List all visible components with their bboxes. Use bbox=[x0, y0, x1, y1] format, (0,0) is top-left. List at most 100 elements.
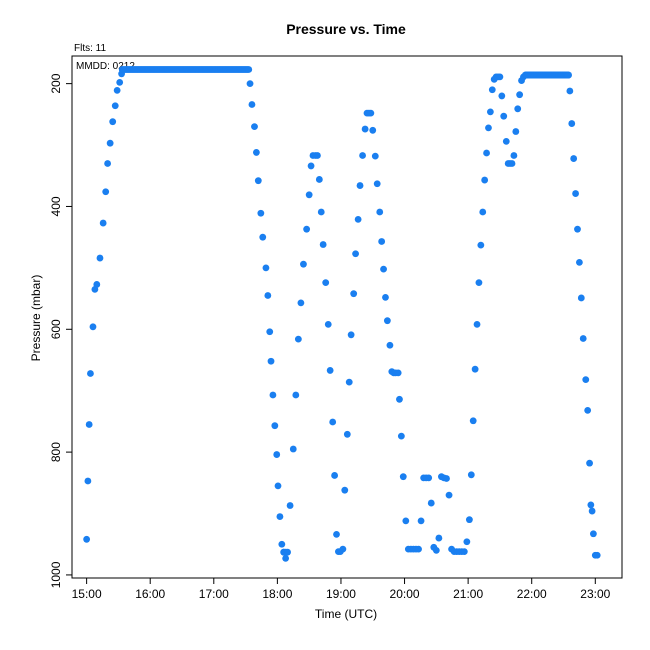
data-point bbox=[402, 517, 410, 525]
data-point bbox=[93, 281, 101, 288]
data-point bbox=[102, 188, 110, 196]
data-point bbox=[386, 341, 394, 349]
data-point bbox=[373, 180, 381, 188]
x-axis-ticks: 15:00 16:00 17:00 18:00 19:00 20:00 21:00 22:00… bbox=[72, 578, 611, 601]
data-point bbox=[314, 152, 321, 159]
x-tick-label: 19:00 bbox=[326, 587, 356, 601]
data-point bbox=[341, 486, 349, 494]
data-point bbox=[481, 176, 489, 184]
data-point bbox=[276, 513, 284, 520]
data-point bbox=[477, 241, 485, 249]
data-point bbox=[339, 545, 347, 553]
data-point bbox=[254, 177, 262, 185]
data-point bbox=[89, 323, 97, 331]
data-point bbox=[565, 71, 572, 79]
data-point bbox=[329, 418, 337, 426]
y-tick-label: 400 bbox=[49, 196, 63, 216]
data-point bbox=[317, 208, 325, 216]
data-point bbox=[106, 139, 114, 147]
data-point bbox=[382, 293, 389, 301]
chart-title: Pressure vs. Time bbox=[286, 21, 406, 37]
data-point bbox=[475, 279, 483, 287]
data-point bbox=[343, 430, 351, 438]
data-point bbox=[367, 109, 375, 117]
data-point bbox=[566, 87, 574, 95]
data-point bbox=[570, 155, 578, 162]
data-point bbox=[577, 294, 585, 302]
data-point bbox=[579, 335, 587, 342]
data-point bbox=[435, 534, 443, 542]
data-point bbox=[104, 160, 112, 167]
data-point bbox=[292, 391, 300, 399]
data-point bbox=[369, 126, 377, 134]
data-point bbox=[259, 233, 267, 241]
x-tick-label: 15:00 bbox=[72, 587, 102, 601]
data-point bbox=[271, 422, 279, 430]
data-point bbox=[394, 369, 402, 377]
data-point bbox=[460, 548, 468, 555]
x-tick-label: 18:00 bbox=[262, 587, 292, 601]
data-point bbox=[432, 546, 440, 554]
data-point bbox=[269, 391, 277, 399]
date-annotation: MMDD: 0212 bbox=[76, 61, 135, 72]
x-tick-label: 17:00 bbox=[199, 587, 229, 601]
data-point bbox=[486, 108, 494, 116]
data-point bbox=[572, 190, 579, 197]
y-tick-label: 1000 bbox=[49, 561, 63, 588]
data-point bbox=[425, 474, 433, 482]
y-tick-label: 800 bbox=[49, 442, 63, 462]
data-point bbox=[83, 535, 91, 543]
data-point bbox=[584, 406, 592, 414]
data-point bbox=[467, 471, 475, 479]
data-point bbox=[297, 299, 305, 307]
data-point bbox=[589, 530, 597, 538]
data-point bbox=[286, 502, 294, 509]
data-point bbox=[266, 328, 274, 336]
data-point bbox=[588, 507, 596, 515]
data-point bbox=[109, 118, 117, 126]
data-point bbox=[479, 208, 487, 216]
data-point bbox=[273, 451, 281, 458]
data-point bbox=[488, 86, 496, 94]
y-tick-label: 600 bbox=[49, 319, 63, 339]
data-point bbox=[257, 209, 265, 217]
data-point bbox=[361, 125, 369, 133]
data-point bbox=[483, 149, 490, 157]
data-point bbox=[267, 357, 275, 365]
data-point bbox=[512, 128, 520, 135]
data-point bbox=[498, 92, 506, 100]
data-points bbox=[83, 66, 601, 562]
data-point bbox=[333, 530, 340, 538]
data-point bbox=[87, 370, 94, 377]
data-point bbox=[586, 459, 593, 467]
data-point bbox=[568, 120, 576, 127]
data-point bbox=[305, 191, 313, 199]
data-point bbox=[246, 80, 254, 88]
data-point bbox=[331, 472, 339, 479]
data-point bbox=[383, 317, 391, 325]
data-point bbox=[84, 477, 92, 485]
data-point bbox=[465, 516, 473, 524]
data-point bbox=[471, 365, 479, 373]
data-point bbox=[502, 137, 510, 145]
data-point bbox=[96, 254, 104, 262]
data-point bbox=[380, 265, 387, 273]
x-axis-label: Time (UTC) bbox=[315, 607, 377, 621]
x-tick-label: 22:00 bbox=[517, 587, 547, 601]
data-point bbox=[319, 241, 327, 248]
data-point bbox=[264, 292, 272, 299]
plot-frame bbox=[71, 55, 623, 579]
data-point bbox=[294, 335, 302, 343]
data-point bbox=[326, 367, 334, 374]
data-point bbox=[303, 225, 311, 233]
data-point bbox=[252, 149, 260, 156]
data-point bbox=[397, 432, 405, 440]
data-point bbox=[485, 124, 492, 132]
data-point bbox=[516, 91, 524, 99]
x-tick-label: 20:00 bbox=[390, 587, 420, 601]
data-point bbox=[307, 162, 315, 170]
data-point bbox=[278, 540, 286, 548]
data-point bbox=[582, 376, 590, 384]
data-point bbox=[574, 225, 581, 233]
